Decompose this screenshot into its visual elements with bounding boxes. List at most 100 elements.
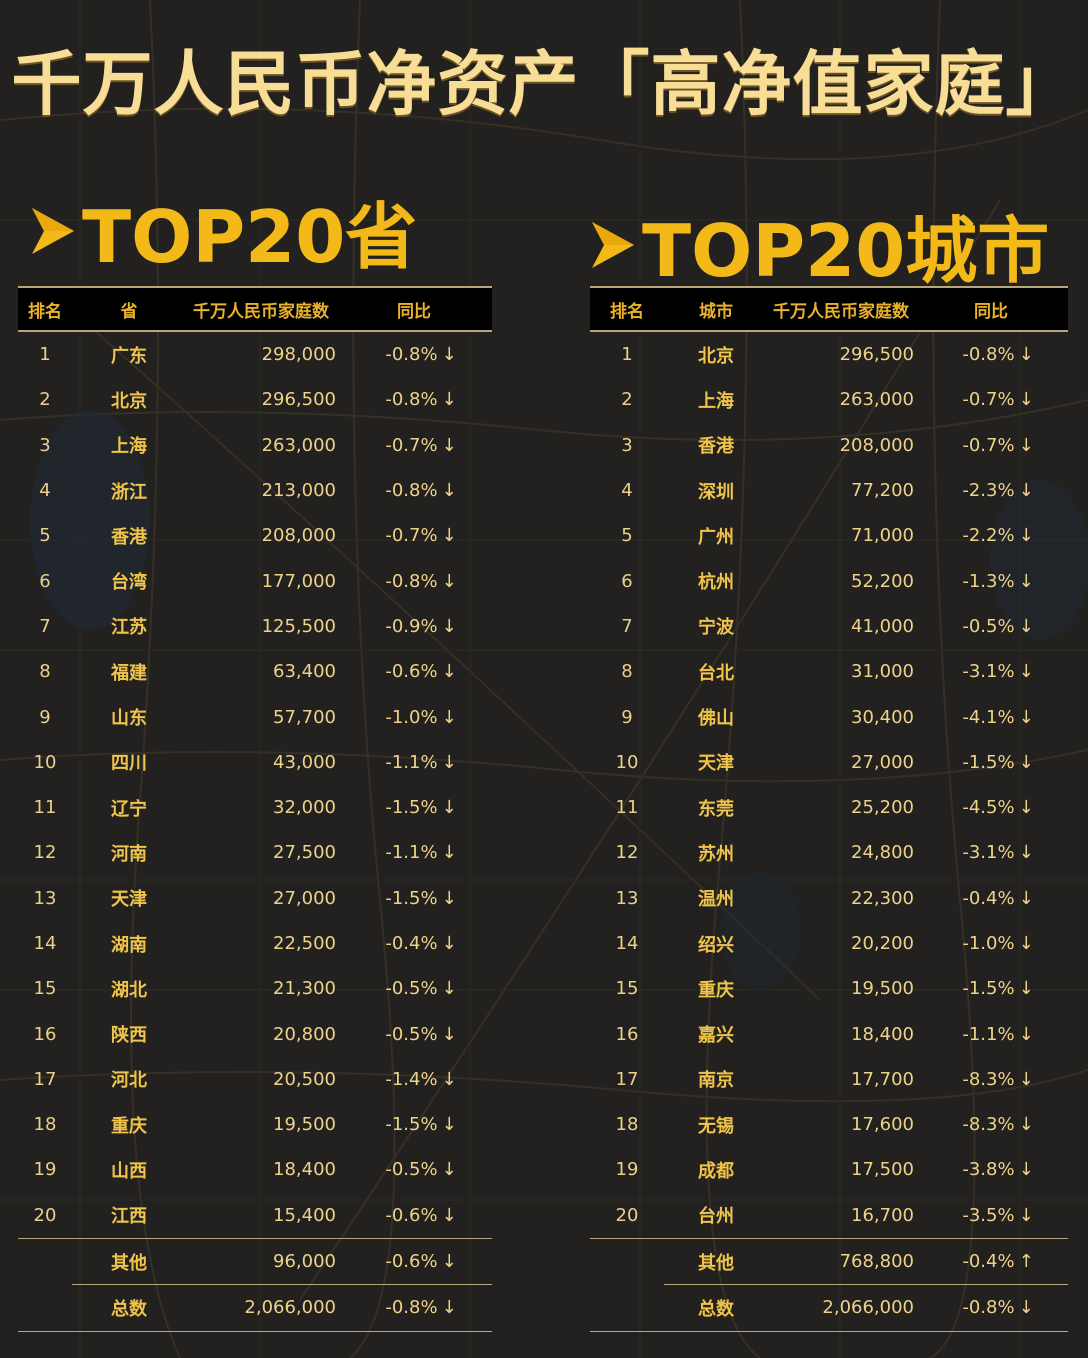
trend-arrow-icon: ↓: [441, 887, 457, 909]
rank-cell: 9: [39, 706, 51, 728]
yoy-value: -0.6%: [385, 661, 438, 683]
yoy-cell: -1.5% ↓: [336, 1102, 492, 1147]
table-row: 3 上海 263,000 -0.7% ↓: [18, 423, 492, 468]
trend-arrow-icon: ↓: [1018, 1023, 1034, 1045]
yoy-value: -1.1%: [962, 1023, 1015, 1045]
yoy-value: -0.8%: [385, 1297, 438, 1319]
value-cell: 296,500: [261, 389, 336, 411]
name-cell: 成都: [698, 1160, 734, 1182]
rank-cell: 11: [615, 797, 639, 819]
rank-cell: 14: [615, 933, 639, 954]
trend-arrow-icon: ↓: [441, 525, 457, 547]
yoy-cell: -1.3% ↓: [914, 558, 1068, 603]
trend-arrow-icon: ↓: [441, 978, 457, 1000]
trend-arrow-icon: ↓: [1018, 887, 1034, 909]
trend-arrow-icon: ↓: [441, 1297, 457, 1319]
yoy-value: -8.3%: [962, 1114, 1015, 1136]
trend-arrow-icon: ↓: [1018, 661, 1034, 683]
name-cell: 湖南: [111, 934, 147, 956]
trend-arrow-icon: ↓: [441, 797, 457, 819]
yoy-cell: -0.5% ↓: [336, 966, 492, 1011]
yoy-cell: -1.5% ↓: [914, 966, 1068, 1011]
name-cell: 台州: [698, 1206, 734, 1228]
name-cell: 杭州: [698, 572, 734, 594]
rank-cell: 11: [33, 797, 57, 819]
table-row: 3 香港 208,000 -0.7% ↓: [590, 423, 1068, 468]
table-row: 17 南京 17,700 -8.3% ↓: [590, 1057, 1068, 1102]
name-cell: 广东: [111, 345, 147, 367]
yoy-cell: -3.1% ↓: [914, 649, 1068, 694]
name-cell: 苏州: [698, 843, 734, 865]
yoy-cell: -0.7% ↓: [336, 513, 492, 558]
value-cell: 32,000: [273, 797, 336, 819]
name-cell: 其他: [72, 1237, 186, 1285]
trend-arrow-icon: ↓: [441, 1251, 457, 1273]
rank-cell: 5: [621, 525, 633, 547]
yoy-value: -2.3%: [962, 480, 1015, 502]
name-cell: 宁波: [698, 617, 734, 639]
col-name: 省: [72, 286, 186, 332]
yoy-cell: -3.1% ↓: [914, 830, 1068, 875]
table-row: 4 深圳 77,200 -2.3% ↓: [590, 468, 1068, 513]
value-cell: 17,700: [851, 1068, 914, 1090]
table-header-row: 排名 省 千万人民币家庭数 同比: [18, 286, 492, 332]
yoy-cell: -0.4% ↓: [914, 876, 1068, 921]
value-cell: 18,400: [851, 1023, 914, 1045]
name-cell: 重庆: [111, 1115, 147, 1137]
name-cell: 香港: [111, 526, 147, 548]
rank-cell: 6: [621, 570, 633, 592]
table-row: 4 浙江 213,000 -0.8% ↓: [18, 468, 492, 513]
yoy-cell: -1.0% ↓: [914, 921, 1068, 966]
value-cell: 63,400: [273, 661, 336, 683]
yoy-value: -8.3%: [962, 1068, 1015, 1090]
yoy-value: -0.7%: [962, 389, 1015, 411]
trend-arrow-icon: ↓: [441, 480, 457, 502]
table-row: 17 河北 20,500 -1.4% ↓: [18, 1057, 492, 1102]
yoy-value: -0.7%: [385, 434, 438, 456]
value-cell: 71,000: [851, 525, 914, 547]
value-cell: 263,000: [261, 434, 336, 456]
rank-cell: 13: [615, 887, 639, 909]
trend-arrow-icon: ↓: [441, 1159, 457, 1181]
yoy-value: -1.5%: [385, 1114, 438, 1136]
trend-arrow-icon: ↓: [1018, 1159, 1034, 1181]
yoy-value: -0.8%: [385, 570, 438, 592]
yoy-cell: -1.5% ↓: [336, 876, 492, 921]
total-row: 总数 2,066,000 -0.8% ↓: [590, 1284, 1068, 1332]
yoy-value: -3.8%: [962, 1159, 1015, 1181]
name-cell: 香港: [698, 436, 734, 458]
value-cell: 31,000: [851, 661, 914, 683]
table-row: 14 湖南 22,500 -0.4% ↓: [18, 921, 492, 966]
yoy-cell: -1.4% ↓: [336, 1057, 492, 1102]
trend-arrow-icon: ↓: [441, 1068, 457, 1090]
yoy-cell: -0.8% ↓: [336, 558, 492, 603]
col-rank: 排名: [590, 286, 664, 332]
value-cell: 57,700: [273, 706, 336, 728]
rank-cell: [18, 1284, 72, 1332]
table-row: 20 台州 16,700 -3.5% ↓: [590, 1193, 1068, 1239]
yoy-cell: -1.5% ↓: [336, 785, 492, 830]
table-row: 15 重庆 19,500 -1.5% ↓: [590, 966, 1068, 1011]
other-row: 其他 768,800 -0.4% ↑: [590, 1237, 1068, 1285]
rank-cell: 12: [615, 842, 639, 864]
rank-cell: 12: [33, 842, 57, 864]
name-cell: 南京: [698, 1070, 734, 1092]
rank-cell: 13: [33, 887, 57, 909]
yoy-cell: -1.1% ↓: [336, 740, 492, 785]
yoy-cell: -0.6% ↓: [336, 1193, 492, 1239]
yoy-value: -3.1%: [962, 661, 1015, 683]
rank-cell: 7: [39, 615, 51, 637]
value-cell: 27,000: [851, 751, 914, 773]
trend-arrow-icon: ↑: [1018, 1251, 1034, 1273]
yoy-value: -1.4%: [385, 1068, 438, 1090]
rank-cell: 1: [39, 344, 51, 366]
yoy-cell: -0.5% ↓: [914, 604, 1068, 649]
name-cell: 天津: [111, 889, 147, 911]
col-value: 千万人民币家庭数: [768, 286, 914, 332]
value-cell: 27,000: [273, 887, 336, 909]
name-cell: 江苏: [111, 617, 147, 639]
name-cell: 北京: [698, 345, 734, 367]
table-row: 18 无锡 17,600 -8.3% ↓: [590, 1102, 1068, 1147]
yoy-cell: -1.1% ↓: [914, 1011, 1068, 1056]
rank-cell: 16: [615, 1023, 639, 1045]
